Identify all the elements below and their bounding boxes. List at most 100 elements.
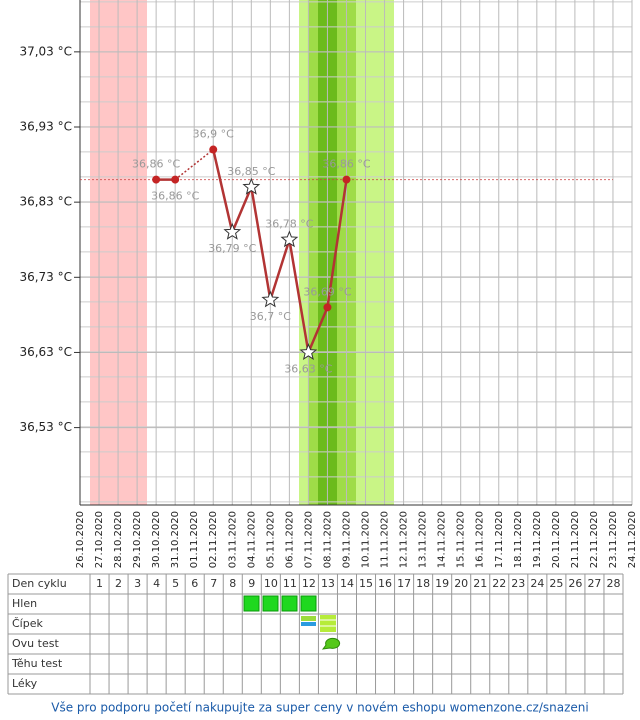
x-tick-label: 22.11.2020 bbox=[589, 511, 600, 568]
x-tick-label: 30.10.2020 bbox=[151, 511, 162, 568]
value-label: 36,85 °C bbox=[227, 165, 275, 178]
day-number: 22 bbox=[492, 577, 506, 590]
day-number: 23 bbox=[511, 577, 525, 590]
day-number: 14 bbox=[340, 577, 354, 590]
row-label: Den cyklu bbox=[12, 577, 67, 590]
x-tick-label: 24.11.2020 bbox=[627, 511, 638, 568]
day-number: 13 bbox=[321, 577, 335, 590]
day-number: 4 bbox=[153, 577, 160, 590]
x-tick-label: 03.11.2020 bbox=[227, 511, 238, 568]
x-tick-label: 19.11.2020 bbox=[532, 511, 543, 568]
y-tick-label: 36,83 °C bbox=[19, 195, 72, 209]
day-number: 27 bbox=[587, 577, 601, 590]
row-label: Čípek bbox=[12, 617, 43, 630]
row-label: Hlen bbox=[12, 597, 37, 610]
star-point bbox=[223, 222, 242, 240]
x-tick-label: 29.10.2020 bbox=[132, 511, 143, 568]
day-number: 6 bbox=[191, 577, 198, 590]
x-tick-label: 13.11.2020 bbox=[418, 511, 429, 568]
day-number: 11 bbox=[283, 577, 297, 590]
star-point bbox=[280, 230, 299, 248]
x-tick-label: 31.10.2020 bbox=[170, 511, 181, 568]
point bbox=[209, 145, 218, 154]
x-tick-label: 04.11.2020 bbox=[246, 511, 257, 568]
day-number: 28 bbox=[606, 577, 620, 590]
value-label: 36,78 °C bbox=[265, 218, 313, 231]
x-tick-label: 14.11.2020 bbox=[437, 511, 448, 568]
x-tick-label: 17.11.2020 bbox=[494, 511, 505, 568]
ovu-test-icon bbox=[321, 637, 341, 650]
x-tick-label: 05.11.2020 bbox=[265, 511, 276, 568]
gap-connector bbox=[174, 148, 214, 181]
day-number: 26 bbox=[568, 577, 582, 590]
value-label: 36,86 °C bbox=[132, 158, 180, 171]
x-tick-label: 08.11.2020 bbox=[322, 511, 333, 568]
point bbox=[342, 175, 351, 184]
value-label: 36,9 °C bbox=[193, 128, 234, 141]
hlen-cell bbox=[281, 595, 298, 612]
cipek-icon bbox=[320, 615, 336, 632]
row-label: Těhu test bbox=[11, 657, 63, 670]
day-number: 5 bbox=[172, 577, 179, 590]
x-tick-label: 01.11.2020 bbox=[189, 511, 200, 568]
x-tick-label: 15.11.2020 bbox=[456, 511, 467, 568]
y-tick-label: 37,03 °C bbox=[19, 44, 72, 58]
day-number: 8 bbox=[229, 577, 236, 590]
value-label: 36,86 °C bbox=[322, 158, 370, 171]
x-tick-label: 07.11.2020 bbox=[303, 511, 314, 568]
value-label: 36,79 °C bbox=[208, 242, 256, 255]
y-tick-label: 36,93 °C bbox=[19, 120, 72, 134]
day-number: 25 bbox=[549, 577, 563, 590]
x-tick-label: 23.11.2020 bbox=[608, 511, 619, 568]
x-tick-label: 27.10.2020 bbox=[94, 511, 105, 568]
value-label: 36,69 °C bbox=[303, 285, 351, 298]
day-number: 21 bbox=[473, 577, 487, 590]
x-tick-label: 18.11.2020 bbox=[513, 511, 524, 568]
day-number: 19 bbox=[435, 577, 449, 590]
x-tick-label: 28.10.2020 bbox=[113, 511, 124, 568]
y-tick-label: 36,63 °C bbox=[19, 345, 72, 359]
day-number: 24 bbox=[530, 577, 544, 590]
hlen-cell bbox=[300, 595, 317, 612]
x-tick-label: 02.11.2020 bbox=[208, 511, 219, 568]
x-tick-label: 21.11.2020 bbox=[570, 511, 581, 568]
value-label: 36,63 °C bbox=[284, 362, 332, 375]
value-label: 36,7 °C bbox=[250, 310, 291, 323]
day-number: 18 bbox=[416, 577, 430, 590]
x-tick-label: 16.11.2020 bbox=[475, 511, 486, 568]
day-number: 1 bbox=[96, 577, 103, 590]
y-tick-label: 36,73 °C bbox=[19, 270, 72, 284]
star-point bbox=[261, 290, 280, 308]
point bbox=[171, 175, 180, 184]
day-number: 12 bbox=[302, 577, 316, 590]
x-tick-label: 09.11.2020 bbox=[341, 511, 352, 568]
star-point bbox=[299, 343, 318, 361]
point bbox=[323, 303, 332, 312]
day-number: 17 bbox=[397, 577, 411, 590]
day-number: 3 bbox=[134, 577, 141, 590]
day-number: 9 bbox=[248, 577, 255, 590]
day-number: 7 bbox=[210, 577, 217, 590]
x-tick-label: 26.10.2020 bbox=[75, 511, 86, 568]
hlen-cell bbox=[243, 595, 260, 612]
x-tick-label: 20.11.2020 bbox=[551, 511, 562, 568]
day-number: 20 bbox=[454, 577, 468, 590]
day-number: 10 bbox=[264, 577, 278, 590]
hlen-cell bbox=[262, 595, 279, 612]
value-label: 36,86 °C bbox=[151, 190, 199, 203]
x-tick-label: 11.11.2020 bbox=[380, 511, 391, 568]
x-tick-label: 12.11.2020 bbox=[399, 511, 410, 568]
day-number: 16 bbox=[378, 577, 392, 590]
y-tick-label: 36,53 °C bbox=[19, 420, 72, 434]
star-point bbox=[242, 177, 261, 195]
day-number: 15 bbox=[359, 577, 373, 590]
footer-link[interactable]: Vše pro podporu početí nakupujte za supe… bbox=[51, 701, 588, 715]
row-label: Léky bbox=[12, 677, 38, 690]
x-tick-label: 10.11.2020 bbox=[361, 511, 372, 568]
row-label: Ovu test bbox=[12, 637, 59, 650]
x-tick-label: 06.11.2020 bbox=[284, 511, 295, 568]
cipek-icon bbox=[301, 622, 316, 626]
point bbox=[152, 175, 161, 184]
day-number: 2 bbox=[115, 577, 122, 590]
